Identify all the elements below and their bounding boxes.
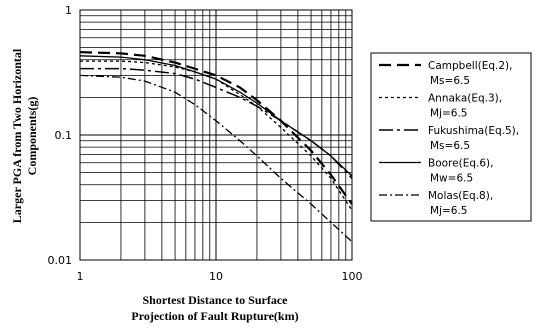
series-line-4 [79,55,353,177]
x-axis-title-line-2: Projection of Fault Rupture(km) [131,309,298,323]
legend-label-1-line-2: Ms=6.5 [430,75,470,87]
y-axis-title-line-2: Components(g) [25,97,39,176]
grid [80,10,352,260]
series-group [79,51,353,243]
legend-label-4-line-2: Mw=6.5 [430,173,473,185]
x-axis-title-line-1: Shortest Distance to Surface [143,293,289,307]
axis-titles: Shortest Distance to Surface Projection … [10,48,299,323]
legend-box [370,52,532,222]
y-axis-title-line-1: Larger PGA from Two Horizontal [10,48,24,223]
series-line-1 [79,51,353,205]
legend-label-2-line-1: Annaka(Eq.3), [428,93,502,105]
legend-label-4-line-1: Boore(Eq.6), [428,158,493,170]
legend-label-3-line-2: Ms=6.5 [430,140,470,152]
legend-label-5-line-1: Molas(Eq.8), [428,190,493,202]
x-tick-label: 100 [342,270,363,283]
plot-border [79,9,353,261]
y-tick-label: 1 [65,4,72,17]
y-tick-label: 0.01 [48,254,73,267]
series-line-2 [80,60,353,211]
legend-label-2-line-2: Mj=6.5 [430,108,467,120]
x-tick-label: 1 [77,270,84,283]
legend: Campbell(Eq.2), Ms=6.5 Annaka(Eq.3), Mj=6.5… [370,52,532,222]
legend-label-5-line-2: Mj=6.5 [430,205,467,217]
y-tick-label: 0.1 [55,129,73,142]
legend-label-3-line-1: Fukushima(Eq.5), [428,125,519,137]
legend-label-1-line-1: Campbell(Eq.2), [428,60,512,72]
series-line-5 [79,74,353,243]
tick-labels: 1 10 100 0.01 0.1 1 [48,4,363,283]
x-tick-label: 10 [209,270,223,283]
